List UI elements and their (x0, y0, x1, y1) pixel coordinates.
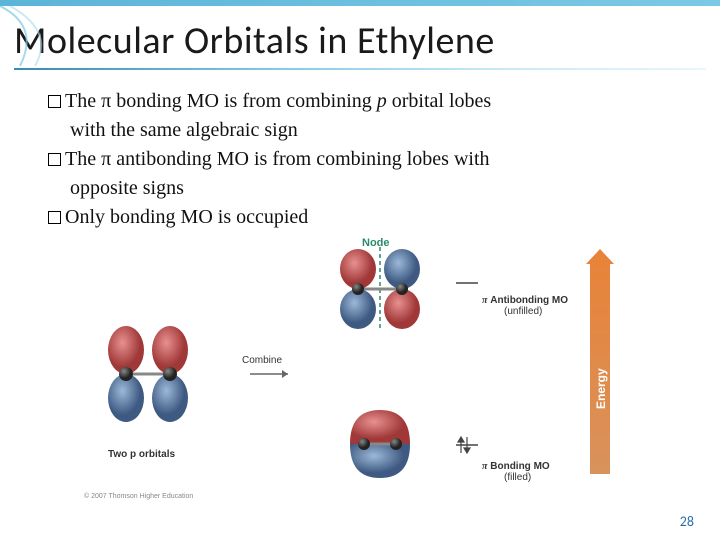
pi-symbol-label: π (482, 461, 487, 472)
bullet-1: The π bonding MO is from combining p orb… (48, 88, 672, 115)
node-label: Node (362, 237, 390, 249)
bullet-box-icon (48, 211, 61, 224)
top-accent-bar (0, 0, 720, 6)
antibonding-label: Antibonding MO (490, 295, 568, 306)
bonding-sub: (filled) (504, 472, 531, 483)
bullet-text: Only bonding MO is occupied (65, 206, 308, 228)
bullet-text: orbital lobes (387, 90, 491, 112)
bullet-text: bonding MO is from combining (111, 90, 377, 112)
diagram-svg (80, 239, 640, 507)
pi-symbol: π (101, 148, 111, 170)
orbital-diagram: Node Combine Two p orbitals π Antibondin… (80, 239, 640, 507)
bullet-3: Only bonding MO is occupied (48, 204, 672, 231)
content-area: The π bonding MO is from combining p orb… (0, 70, 720, 507)
bullet-2: The π antibonding MO is from combining l… (48, 146, 672, 173)
page-number: 28 (680, 513, 694, 530)
bullet-text: The (65, 148, 101, 170)
combine-label: Combine (242, 355, 282, 366)
bullet-text: The (65, 90, 101, 112)
italic-p: p (377, 90, 387, 112)
two-p-label: Two p orbitals (108, 449, 175, 460)
bullet-2-cont: opposite signs (48, 175, 672, 202)
bullet-text: with the same algebraic sign (70, 119, 298, 141)
bullet-box-icon (48, 95, 61, 108)
bullet-1-cont: with the same algebraic sign (48, 117, 672, 144)
antibonding-sub: (unfilled) (504, 306, 542, 317)
copyright-text: © 2007 Thomson Higher Education (84, 493, 193, 500)
bonding-label: Bonding MO (490, 461, 549, 472)
energy-label: Energy (594, 368, 608, 409)
slide-title: Molecular Orbitals in Ethylene (0, 0, 720, 68)
pi-symbol: π (101, 90, 111, 112)
bullet-text: opposite signs (70, 177, 184, 199)
bullet-box-icon (48, 153, 61, 166)
pi-star-symbol: π (482, 295, 487, 306)
bullet-text: antibonding MO is from combining lobes w… (111, 148, 489, 170)
